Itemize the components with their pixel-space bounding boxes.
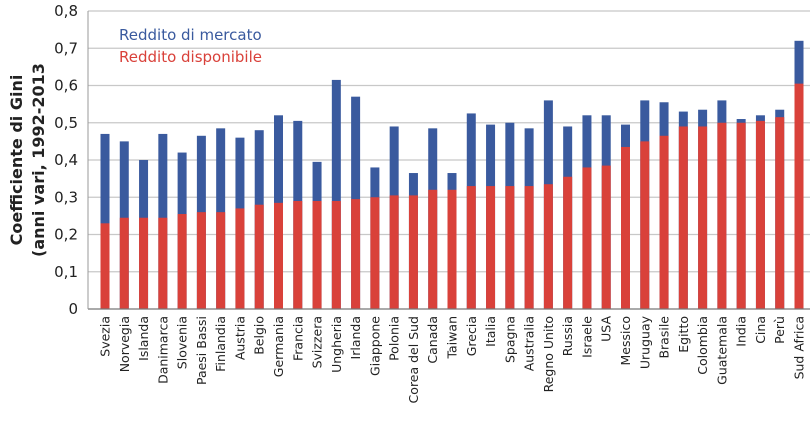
x-tick-label: Austria bbox=[232, 316, 247, 360]
bar-disposable-income bbox=[274, 202, 283, 309]
x-tick-label: Polonia bbox=[387, 316, 402, 361]
bar-disposable-income bbox=[216, 212, 226, 309]
y-tick-label: 0,8 bbox=[54, 2, 78, 20]
y-tick-label: 0 bbox=[68, 300, 78, 318]
bar-disposable-income bbox=[505, 186, 515, 309]
x-tick-label: Italia bbox=[483, 316, 498, 347]
x-tick-label: Colombia bbox=[695, 316, 710, 375]
x-tick-label: Cina bbox=[753, 316, 768, 344]
bar-disposable-income bbox=[755, 120, 765, 309]
bars bbox=[100, 40, 804, 310]
x-tick-label: Finlandia bbox=[213, 316, 228, 372]
bar-disposable-income bbox=[794, 83, 804, 309]
y-tick-label: 0,6 bbox=[54, 77, 78, 95]
y-tick-label: 0,5 bbox=[54, 114, 78, 132]
bar-disposable-income bbox=[601, 165, 611, 309]
bar-disposable-income bbox=[466, 186, 476, 309]
bar-disposable-income bbox=[331, 200, 341, 309]
bar-disposable-income bbox=[659, 135, 669, 309]
x-tick-labels: Svezia Norvegia Islanda Danimarca Slovenia Pa… bbox=[98, 315, 807, 403]
x-tick-label: Russia bbox=[560, 316, 575, 356]
bar-disposable-income bbox=[100, 223, 110, 309]
bar-disposable-income bbox=[678, 126, 688, 309]
x-tick-label: Taiwan bbox=[445, 316, 460, 360]
x-tick-label: Svezia bbox=[98, 316, 113, 357]
bar-disposable-income bbox=[293, 200, 303, 309]
bar-disposable-income bbox=[582, 167, 592, 309]
x-tick-label: Messico bbox=[618, 316, 633, 366]
x-tick-label: Brasile bbox=[657, 316, 672, 359]
x-tick-label: Norvegia bbox=[117, 316, 132, 372]
y-axis-title-line-1: Coefficiente di Gini bbox=[7, 75, 26, 246]
bar-disposable-income bbox=[717, 122, 727, 309]
x-tick-label: Svizzera bbox=[310, 316, 325, 368]
legend-disposable-income: Reddito disponibile bbox=[119, 48, 262, 66]
bar-disposable-income bbox=[312, 200, 322, 309]
x-tick-label: USA bbox=[599, 316, 614, 342]
bar-disposable-income bbox=[177, 214, 187, 309]
y-tick-label: 0,4 bbox=[54, 151, 78, 169]
x-tick-label: Australia bbox=[522, 316, 537, 371]
bar-disposable-income bbox=[563, 176, 573, 309]
x-tick-label: Francia bbox=[290, 316, 305, 361]
bar-disposable-income bbox=[698, 126, 708, 309]
x-tick-label: Sud Africa bbox=[792, 316, 807, 379]
x-tick-label: Ungheria bbox=[329, 316, 344, 373]
y-tick-labels: 0 0,1 0,2 0,3 0,4 0,5 0,6 0,7 0,8 bbox=[54, 2, 78, 318]
legend-market-income: Reddito di mercato bbox=[119, 26, 262, 44]
bar-disposable-income bbox=[196, 212, 206, 309]
x-tick-label: Israele bbox=[579, 316, 594, 358]
y-axis-title-line-2: (anni vari, 1992-2013 bbox=[29, 63, 48, 257]
bar-disposable-income bbox=[736, 122, 746, 309]
x-tick-label: Grecia bbox=[464, 316, 479, 356]
x-tick-label: Irlanda bbox=[348, 316, 363, 359]
bar-disposable-income bbox=[775, 117, 785, 309]
x-tick-label: Guatemala bbox=[714, 316, 729, 385]
x-tick-label: Danimarca bbox=[155, 316, 170, 384]
bar-disposable-income bbox=[254, 204, 264, 309]
y-tick-label: 0,7 bbox=[54, 39, 78, 57]
x-tick-label: Paesi Bassi bbox=[194, 316, 209, 385]
bar-market-income bbox=[100, 133, 110, 309]
bar-disposable-income bbox=[235, 208, 245, 309]
x-tick-label: Germania bbox=[271, 316, 286, 377]
bar-disposable-income bbox=[428, 189, 438, 309]
bar-disposable-income bbox=[447, 189, 457, 309]
bar-disposable-income bbox=[486, 186, 496, 309]
bar-market-income bbox=[331, 79, 341, 309]
bar-disposable-income bbox=[351, 199, 361, 309]
x-tick-label: Egitto bbox=[676, 316, 691, 353]
x-tick-label: Islanda bbox=[136, 316, 151, 361]
x-tick-label: Giappone bbox=[367, 316, 382, 376]
bar-disposable-income bbox=[389, 195, 399, 309]
y-tick-label: 0,3 bbox=[54, 188, 78, 206]
bar-disposable-income bbox=[524, 186, 534, 309]
x-tick-label: Spagna bbox=[502, 316, 517, 363]
bar-disposable-income bbox=[139, 217, 149, 309]
x-tick-label: Corea del Sud bbox=[406, 316, 421, 403]
bar-disposable-income bbox=[408, 195, 418, 309]
x-tick-label: Slovenia bbox=[175, 316, 190, 369]
bar-disposable-income bbox=[640, 141, 650, 309]
bar-disposable-income bbox=[370, 197, 380, 309]
bar-disposable-income bbox=[119, 217, 129, 309]
y-tick-label: 0,2 bbox=[54, 226, 78, 244]
bar-disposable-income bbox=[158, 217, 168, 309]
x-tick-label: India bbox=[734, 316, 749, 347]
x-tick-label: Uruguay bbox=[637, 315, 652, 369]
x-tick-label: Regno Unito bbox=[541, 316, 556, 392]
x-tick-label: Belgio bbox=[252, 316, 267, 355]
x-tick-label: Perù bbox=[772, 316, 787, 344]
y-tick-label: 0,1 bbox=[54, 263, 78, 281]
x-tick-label: Canada bbox=[425, 316, 440, 364]
bar-disposable-income bbox=[543, 184, 553, 309]
bar-disposable-income bbox=[621, 146, 630, 309]
